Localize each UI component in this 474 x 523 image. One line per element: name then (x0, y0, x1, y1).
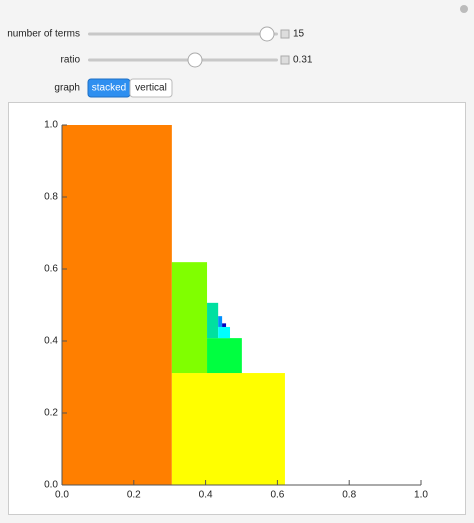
rectangle (171, 262, 208, 374)
x-tick-label: 0.4 (199, 490, 213, 501)
x-tick-label: 0.6 (270, 490, 284, 501)
plot: 0.0 0.2 0.4 0.6 0.8 1.0 0.0 0.2 0.4 0.6 0.8 1.0 (44, 120, 428, 501)
rectangle (171, 373, 285, 485)
control-value: 15 (293, 29, 305, 40)
x-tick-label: 1.0 (414, 490, 428, 501)
y-tick-label: 0.8 (44, 192, 58, 203)
slider-track[interactable] (88, 58, 278, 62)
x-tick-label: 0.0 (55, 490, 69, 501)
toggle-label: stacked (92, 83, 126, 94)
control-label: ratio (61, 55, 81, 66)
slider-track[interactable] (88, 32, 278, 36)
y-tick-label: 0.4 (44, 336, 58, 347)
expand-button[interactable] (280, 55, 290, 65)
slider-thumb[interactable] (259, 26, 275, 42)
y-tick-label: 0.0 (44, 480, 58, 491)
control-value: 0.31 (293, 55, 313, 66)
rectangle (207, 302, 219, 339)
x-tick-label: 0.2 (127, 490, 141, 501)
toggle-label: vertical (135, 83, 167, 94)
expand-button[interactable] (280, 29, 290, 39)
rectangle (222, 323, 227, 327)
y-tick-label: 1.0 (44, 120, 58, 131)
rectangle (62, 125, 172, 485)
y-tick-label: 0.2 (44, 408, 58, 419)
options-icon[interactable] (460, 5, 468, 13)
control-label: graph (54, 83, 80, 94)
slider-thumb[interactable] (187, 52, 203, 68)
x-tick-label: 0.8 (342, 490, 356, 501)
toggle-option[interactable] (129, 78, 173, 98)
rectangle (207, 338, 242, 374)
rectangle (218, 326, 231, 339)
y-tick-label: 0.6 (44, 264, 58, 275)
control-label: number of terms (7, 29, 80, 40)
rectangle (218, 316, 223, 327)
